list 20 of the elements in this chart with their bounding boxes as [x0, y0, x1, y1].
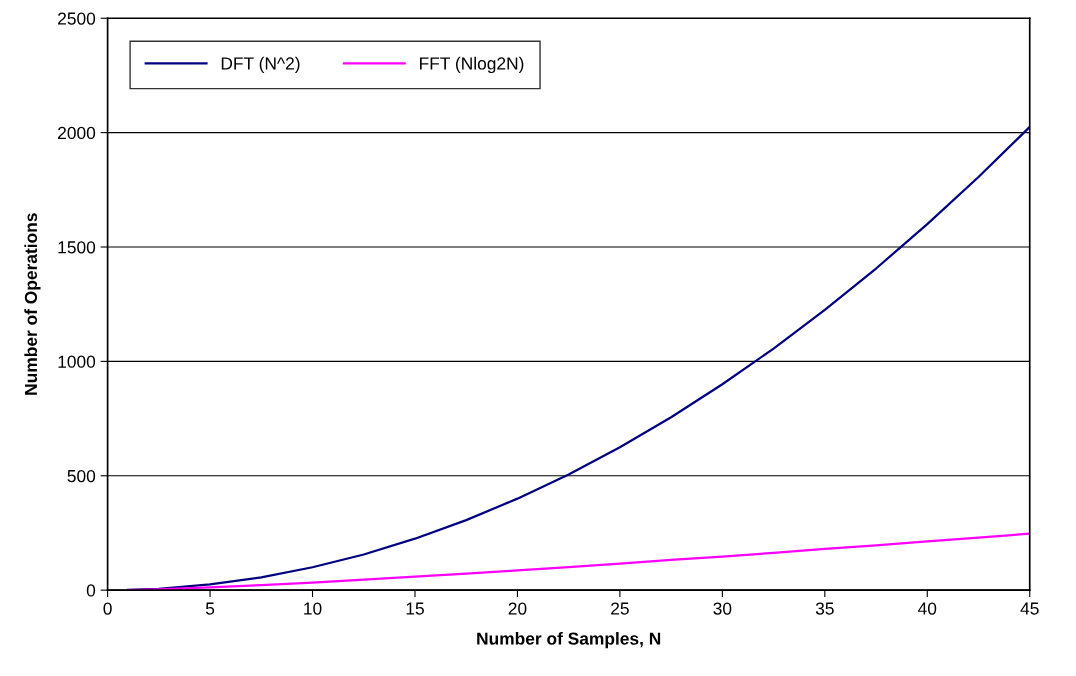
- x-tick-label: 25: [611, 602, 629, 615]
- x-tick-label: 45: [1020, 602, 1039, 615]
- y-tick-label: 1000: [58, 355, 96, 368]
- x-tick-label: 10: [304, 602, 322, 615]
- x-tick-label: 0: [103, 602, 112, 615]
- x-tick-label: 30: [713, 602, 732, 615]
- y-tick-label: 500: [67, 469, 96, 483]
- y-axis-title: Number of Operations: [24, 213, 41, 395]
- x-axis-title: Number of Samples, N: [477, 632, 661, 649]
- x-tick-label: 20: [508, 602, 527, 615]
- x-tick-label: 35: [815, 602, 834, 615]
- y-tick-label: 1500: [58, 241, 96, 254]
- x-tick-label: 5: [205, 602, 215, 615]
- legend-label: DFT (N^2): [221, 56, 300, 74]
- y-tick-label: 2000: [58, 126, 96, 140]
- legend-label: FFT (Nlog2N): [420, 56, 524, 74]
- x-tick-label: 40: [918, 602, 937, 615]
- y-tick-label: 2500: [58, 12, 96, 25]
- y-tick-label: 0: [86, 584, 96, 597]
- x-tick-label: 15: [406, 602, 424, 615]
